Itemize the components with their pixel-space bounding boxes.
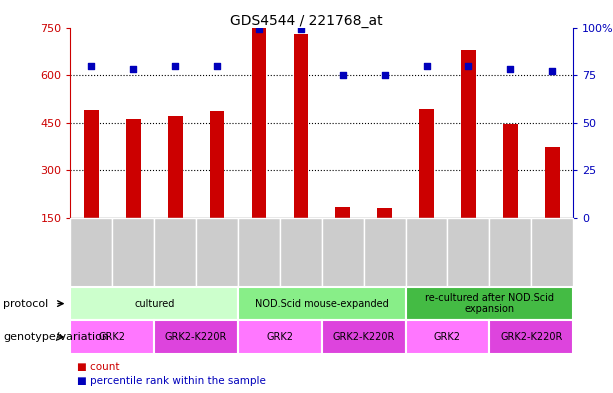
Point	[86, 62, 96, 69]
Text: GRK2: GRK2	[267, 332, 294, 342]
Text: GSM1049716: GSM1049716	[422, 222, 431, 282]
Text: GSM1049714: GSM1049714	[170, 222, 180, 282]
Bar	[545, 147, 560, 218]
Point	[505, 66, 515, 73]
Bar	[503, 125, 517, 218]
Point	[212, 62, 222, 69]
Text: ■ count: ■ count	[77, 362, 119, 373]
Text: GRK2-K220R: GRK2-K220R	[500, 332, 563, 342]
Point	[338, 72, 348, 78]
Point	[129, 66, 139, 73]
Bar	[84, 110, 99, 218]
Bar	[126, 119, 140, 218]
Text: GSM1049712: GSM1049712	[87, 222, 96, 282]
Text: GSM1049717: GSM1049717	[464, 222, 473, 282]
Bar	[168, 116, 183, 218]
Bar	[378, 208, 392, 218]
Text: GRK2-K220R: GRK2-K220R	[332, 332, 395, 342]
Text: re-cultured after NOD.Scid
expansion: re-cultured after NOD.Scid expansion	[425, 293, 554, 314]
Point	[380, 72, 390, 78]
Bar	[335, 207, 350, 218]
Point	[463, 62, 473, 69]
Text: protocol: protocol	[3, 299, 48, 309]
Text: GSM1049718: GSM1049718	[506, 222, 515, 282]
Text: GSM1049715: GSM1049715	[213, 222, 222, 282]
Bar	[294, 34, 308, 218]
Text: GSM1049710: GSM1049710	[338, 222, 348, 282]
Point	[254, 26, 264, 33]
Text: GRK2: GRK2	[434, 332, 461, 342]
Text: GSM1049713: GSM1049713	[129, 222, 138, 282]
Text: cultured: cultured	[134, 299, 175, 309]
Text: ■ percentile rank within the sample: ■ percentile rank within the sample	[77, 376, 265, 386]
Text: NOD.Scid mouse-expanded: NOD.Scid mouse-expanded	[255, 299, 389, 309]
Text: GRK2: GRK2	[99, 332, 126, 342]
Bar	[252, 28, 266, 218]
Point	[422, 62, 432, 69]
Bar	[461, 50, 476, 218]
Point	[547, 68, 557, 75]
Text: GRK2-K220R: GRK2-K220R	[165, 332, 227, 342]
Bar	[419, 110, 434, 218]
Point	[296, 26, 306, 33]
Text: GDS4544 / 221768_at: GDS4544 / 221768_at	[230, 14, 383, 28]
Text: GSM1049709: GSM1049709	[296, 222, 305, 282]
Bar	[210, 111, 224, 218]
Text: GSM1049719: GSM1049719	[547, 222, 557, 282]
Text: GSM1049708: GSM1049708	[254, 222, 264, 282]
Point	[170, 62, 180, 69]
Text: GSM1049711: GSM1049711	[380, 222, 389, 282]
Text: genotype/variation: genotype/variation	[3, 332, 109, 342]
